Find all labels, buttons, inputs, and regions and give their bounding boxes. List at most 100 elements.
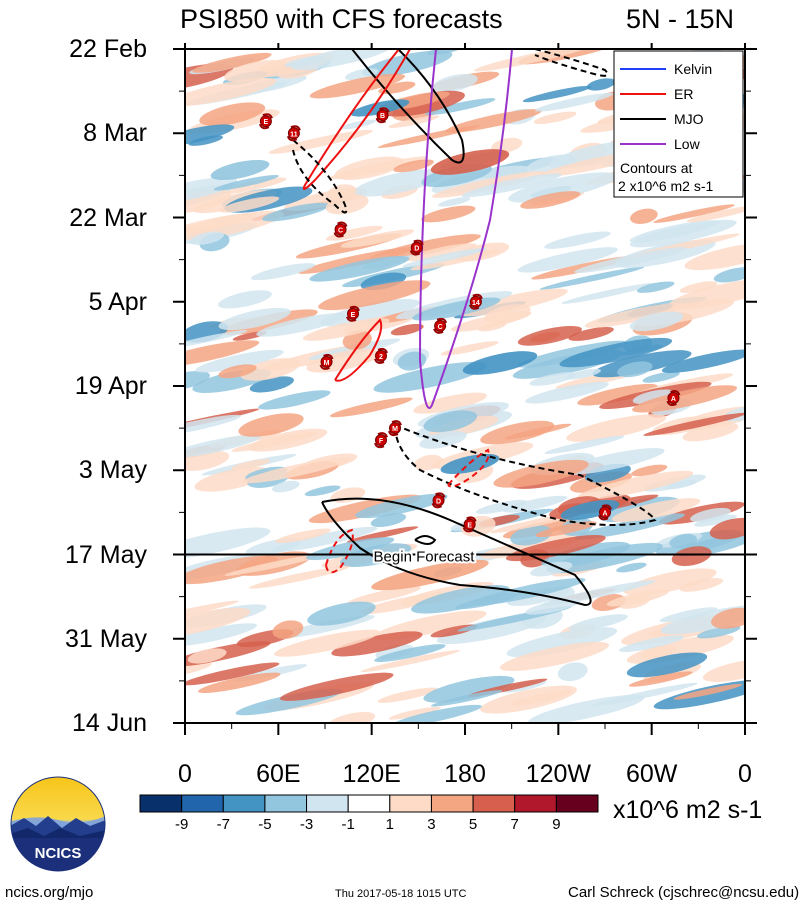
anomaly-blob (440, 341, 499, 356)
anomaly-blob (309, 255, 410, 282)
anomaly-blob (669, 533, 697, 549)
footer-url[interactable]: ncics.org/mjo (5, 884, 94, 901)
storm-label: F (379, 438, 384, 445)
storm-marker: 2 (374, 347, 388, 364)
anomaly-blob (256, 313, 347, 337)
anomaly-blob (626, 652, 708, 678)
storm-arm (433, 317, 448, 334)
storm-dot (410, 241, 423, 254)
anomaly-blob (430, 690, 503, 707)
anomaly-blob (628, 671, 693, 687)
anomaly-blob (231, 431, 318, 452)
anomaly-blob (530, 561, 573, 577)
wave-contours (292, 49, 657, 607)
anomaly-blob (517, 247, 618, 273)
storm-dot (334, 223, 347, 236)
storm-label: M (392, 426, 398, 433)
colorbar-swatch (430, 794, 474, 813)
anomaly-blob (629, 311, 684, 332)
anomaly-blob (389, 706, 441, 720)
storm-marker: E (462, 516, 477, 533)
storm-dot (320, 355, 333, 368)
anomaly-blob (540, 580, 656, 607)
anomaly-blob (574, 513, 685, 540)
anomaly-blob (643, 412, 745, 436)
storm-marker: C (433, 317, 448, 334)
y-tick-label: 22 Mar (69, 203, 147, 232)
colorbar-label: -1 (341, 816, 355, 833)
storm-arm (431, 492, 446, 509)
anomaly-blob (684, 242, 745, 271)
colorbar-swatch (389, 794, 432, 813)
colorbar-label: 9 (552, 816, 561, 833)
axis-ticks (173, 43, 757, 735)
colorbar-label: -7 (216, 816, 230, 833)
storm-arm (462, 516, 477, 533)
storm-arm (286, 125, 301, 142)
anomaly-blob (510, 525, 553, 546)
anomaly-blob (291, 49, 392, 71)
low-contour (418, 49, 513, 409)
anomaly-blob (219, 177, 287, 195)
y-tick-label: 5 Apr (88, 287, 147, 316)
anomaly-blob (192, 52, 272, 73)
anomaly-blob (185, 124, 235, 147)
x-tick-label: 180 (444, 760, 486, 788)
storm-label: 11 (290, 131, 298, 138)
y-tick-label: 22 Feb (69, 35, 147, 63)
anomaly-blob (309, 73, 406, 99)
anomaly-blob (302, 318, 390, 341)
anomaly-blob (272, 620, 304, 639)
mjo-contour-dashed (394, 424, 657, 526)
colorbar-swatch (514, 794, 557, 813)
anomaly-blob (491, 137, 523, 153)
anomaly-blob (445, 109, 543, 133)
anomaly-blob (262, 202, 330, 222)
anomaly-blob (188, 135, 224, 146)
storm-dot (463, 518, 476, 531)
anomaly-blob (584, 302, 687, 328)
anomaly-blob (713, 267, 745, 283)
anomaly-blob (632, 389, 675, 405)
colorbar-label: 5 (468, 816, 478, 833)
anomaly-blob (535, 93, 614, 112)
storm-label: E (264, 119, 269, 126)
storm-label: C (438, 324, 443, 331)
y-tick-label: 3 May (78, 456, 147, 485)
anomaly-blob (419, 430, 467, 449)
anomaly-blob (690, 507, 731, 523)
anomaly-blob (185, 77, 277, 107)
anomaly-blob (520, 191, 581, 209)
anomaly-blob (499, 641, 609, 672)
anomaly-blob (502, 495, 568, 513)
colorbar-label: 7 (510, 816, 519, 833)
anomaly-blob (709, 517, 745, 540)
storm-arm (346, 305, 360, 322)
anomaly-blob (478, 322, 507, 332)
region-label: 5N - 15N (626, 4, 735, 34)
anomaly-core (371, 559, 489, 591)
storm-label: A (602, 510, 607, 517)
anomaly-blob (346, 526, 419, 543)
storm-marker: E (346, 305, 360, 322)
anomaly-blob (653, 679, 745, 710)
mjo-contour-dashed (534, 49, 609, 77)
anomaly-blob (474, 49, 590, 72)
anomaly-blob (425, 98, 496, 116)
anomaly-blob (559, 337, 673, 368)
anomaly-blob (702, 659, 745, 682)
storm-label: D (414, 246, 419, 253)
anomaly-blob (711, 607, 745, 629)
footer-author[interactable]: Carl Schreck (cjschrec@ncsu.edu) (568, 884, 800, 901)
storm-arm (388, 420, 402, 437)
legend-label: Low (674, 136, 701, 152)
anomaly-blob (493, 459, 589, 488)
storm-marker: F (374, 432, 388, 449)
anomaly-blob (525, 381, 609, 404)
logo-text: NCICS (35, 845, 82, 862)
anomaly-blob (213, 174, 279, 191)
anomaly-blob (421, 205, 476, 223)
legend-label: MJO (674, 111, 704, 127)
anomaly-blob (696, 625, 741, 639)
